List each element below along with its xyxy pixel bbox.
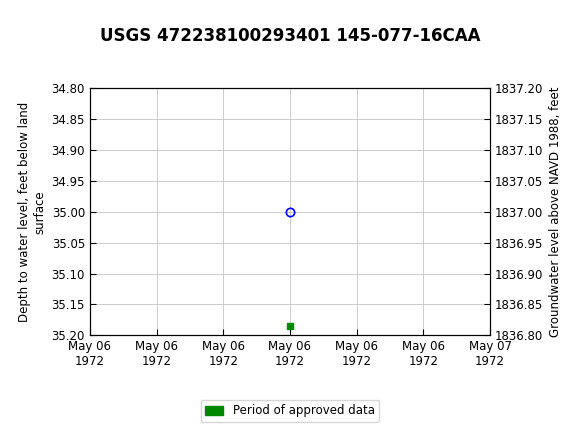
Legend: Period of approved data: Period of approved data [201, 399, 379, 422]
Y-axis label: Groundwater level above NAVD 1988, feet: Groundwater level above NAVD 1988, feet [549, 86, 562, 337]
Y-axis label: Depth to water level, feet below land
surface: Depth to water level, feet below land su… [18, 101, 46, 322]
Text: ≈USGS: ≈USGS [9, 11, 85, 30]
Text: USGS 472238100293401 145-077-16CAA: USGS 472238100293401 145-077-16CAA [100, 27, 480, 45]
